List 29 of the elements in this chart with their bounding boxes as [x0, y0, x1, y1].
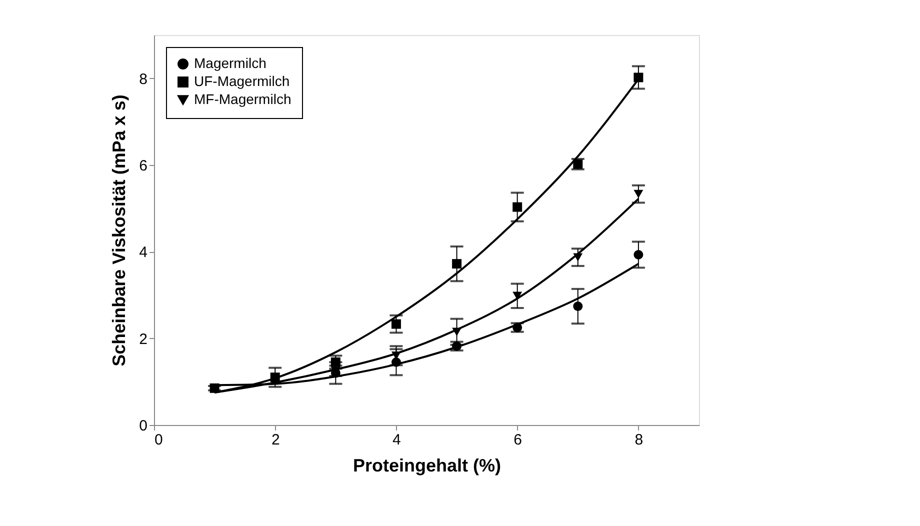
y-axis-title: Scheinbare Viskosität (mPa x s) — [109, 94, 130, 366]
y-tick-label: 0 — [139, 418, 148, 434]
point — [573, 253, 583, 262]
x-tick-label: 0 — [154, 432, 163, 448]
point — [634, 72, 644, 82]
point — [512, 292, 522, 300]
x-tick-label: 6 — [514, 432, 522, 448]
point — [634, 250, 644, 260]
point — [330, 357, 340, 367]
y-tick-label: 2 — [139, 330, 148, 348]
point — [452, 259, 462, 269]
legend-label: MF-Magermilch — [194, 91, 292, 107]
legend-label: Magermilch — [194, 55, 266, 71]
legend-label: UF-Magermilch — [194, 73, 290, 89]
x-tick-label: 8 — [634, 432, 644, 448]
x-axis-title: Proteingehalt (%) — [352, 456, 502, 476]
point — [634, 190, 644, 198]
point — [270, 372, 280, 382]
point — [573, 302, 583, 311]
y-tick-label: 6 — [139, 158, 148, 174]
point — [210, 383, 220, 393]
point — [512, 202, 522, 212]
x-tick-label: 2 — [271, 432, 280, 448]
y-tick-label: 8 — [139, 70, 148, 88]
point — [452, 328, 462, 336]
x-tick-label: 4 — [392, 432, 401, 448]
y-tick-label: 4 — [139, 244, 148, 262]
point — [391, 319, 401, 329]
point — [391, 357, 401, 367]
